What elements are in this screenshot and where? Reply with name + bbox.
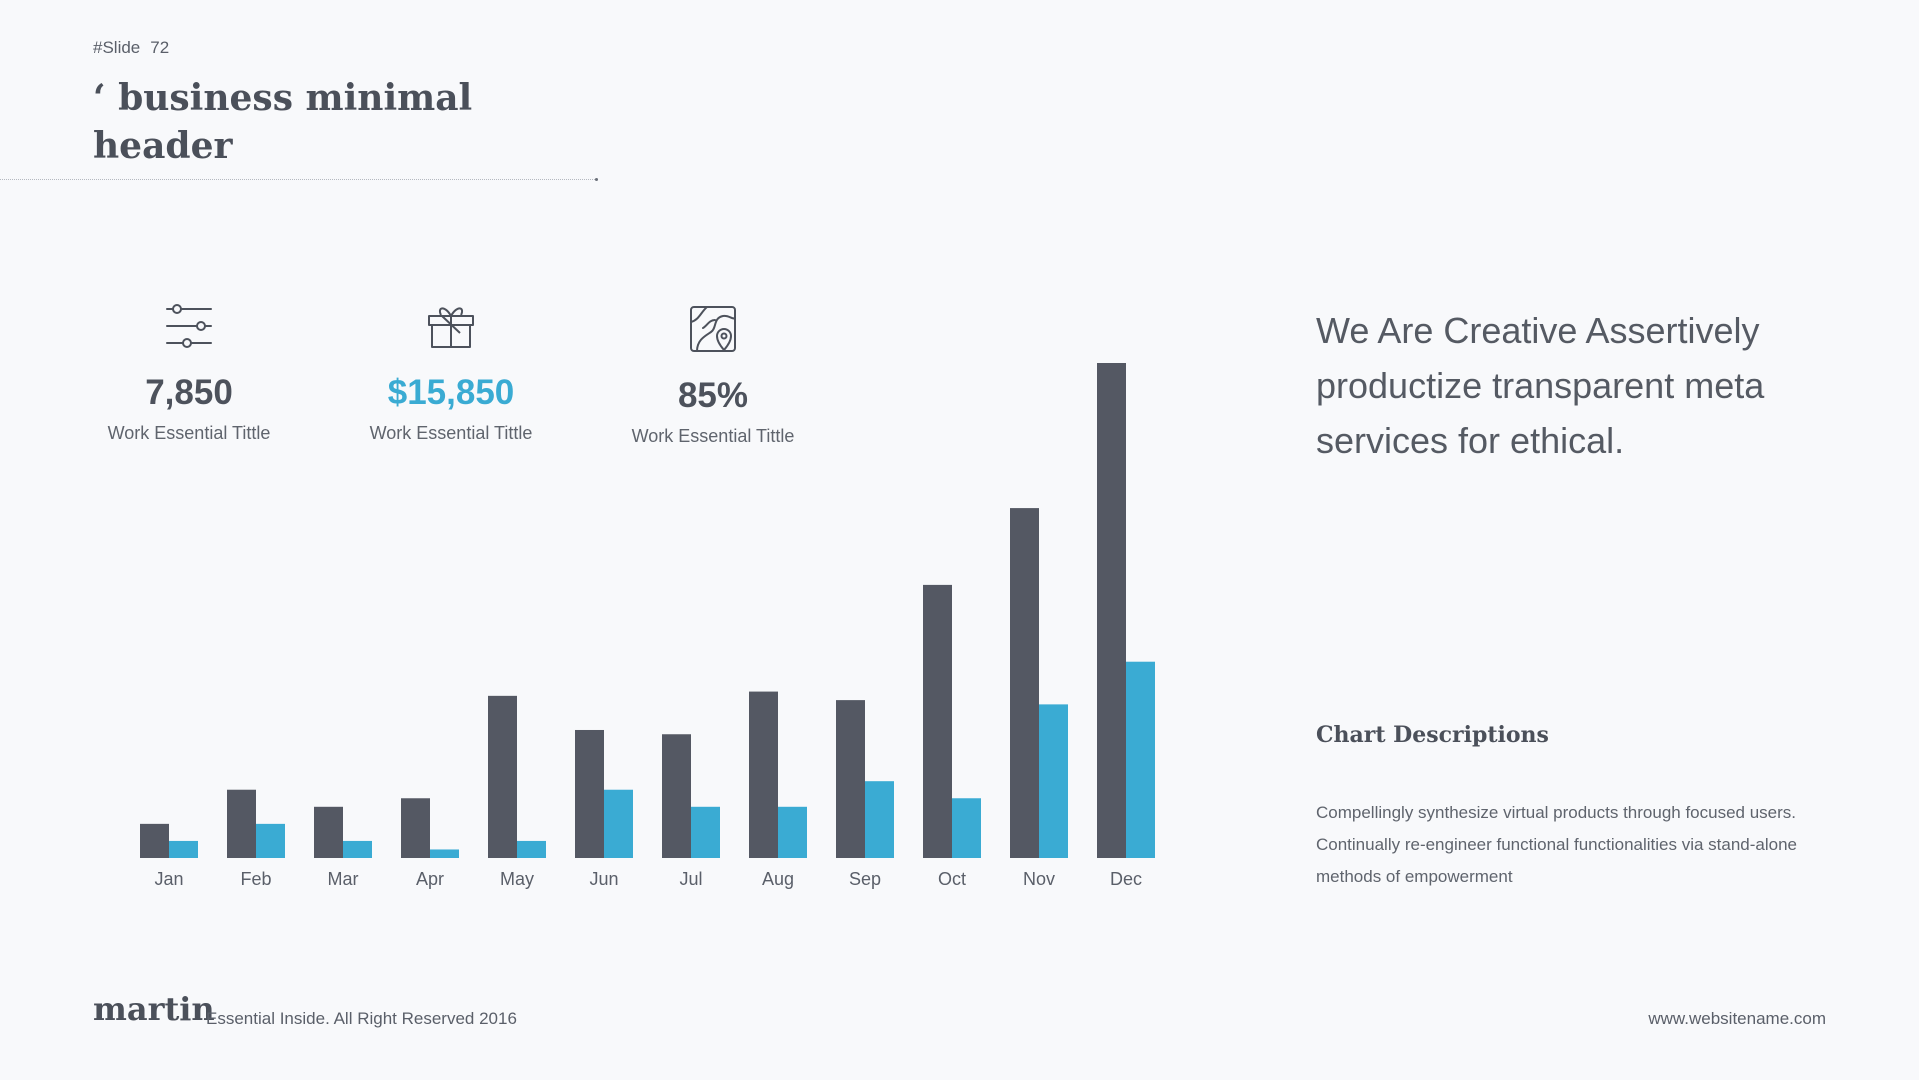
title-divider bbox=[0, 178, 598, 181]
x-tick-label-jun: Jun bbox=[589, 869, 618, 889]
stat-label-2: Work Essential Tittle bbox=[369, 423, 533, 443]
x-tick-label-apr: Apr bbox=[416, 869, 444, 889]
bar-may-series-1 bbox=[488, 695, 517, 858]
stat-value-2: $15,850 bbox=[387, 373, 515, 412]
bar-jan-series-2 bbox=[169, 840, 198, 858]
gift-icon bbox=[428, 307, 474, 348]
chart-description-title: Chart Descriptions bbox=[1316, 722, 1549, 748]
footer-brand: martin bbox=[93, 990, 215, 1028]
bar-sep-series-1 bbox=[836, 700, 865, 858]
x-tick-label-feb: Feb bbox=[240, 869, 271, 889]
bar-oct-series-2 bbox=[952, 798, 981, 858]
bar-aug-series-2 bbox=[778, 806, 807, 858]
stat-block-1: 7,850 Work Essential Tittle bbox=[58, 303, 320, 444]
stat-block-3: 85% Work Essential Tittle bbox=[582, 306, 844, 447]
bar-nov-series-2 bbox=[1039, 704, 1068, 858]
stat-value-1: 7,850 bbox=[145, 373, 233, 412]
x-tick-label-aug: Aug bbox=[762, 869, 794, 889]
bar-dec-series-1 bbox=[1097, 363, 1126, 858]
x-tick-label-may: May bbox=[500, 869, 534, 889]
bar-mar-series-1 bbox=[314, 806, 343, 858]
stat-label-3: Work Essential Tittle bbox=[631, 426, 795, 446]
footer-copyright: Essential Inside. All Right Reserved 201… bbox=[206, 1009, 517, 1028]
bar-sep-series-2 bbox=[865, 781, 894, 858]
bar-mar-series-2 bbox=[343, 840, 372, 858]
x-tick-label-jan: Jan bbox=[154, 869, 183, 889]
x-tick-label-jul: Jul bbox=[679, 869, 702, 889]
bar-may-series-2 bbox=[517, 840, 546, 858]
bar-oct-series-1 bbox=[923, 584, 952, 858]
bar-feb-series-2 bbox=[256, 823, 285, 858]
bar-jul-series-2 bbox=[691, 806, 720, 858]
footer-url[interactable]: www.websitename.com bbox=[1648, 1009, 1826, 1028]
chart-description-body: Compellingly synthesize virtual products… bbox=[1316, 803, 1798, 886]
x-tick-label-nov: Nov bbox=[1023, 869, 1055, 889]
bar-apr-series-2 bbox=[430, 849, 459, 858]
page-title: ‘ business minimal header bbox=[93, 77, 473, 167]
bar-nov-series-1 bbox=[1010, 508, 1039, 858]
bar-jun-series-2 bbox=[604, 789, 633, 858]
x-tick-label-oct: Oct bbox=[938, 869, 966, 889]
bar-jul-series-1 bbox=[662, 734, 691, 858]
sliders-icon bbox=[166, 304, 212, 348]
bar-dec-series-2 bbox=[1126, 661, 1155, 858]
x-tick-label-dec: Dec bbox=[1110, 869, 1142, 889]
bar-jan-series-1 bbox=[140, 823, 169, 858]
x-tick-label-sep: Sep bbox=[849, 869, 881, 889]
stat-value-3: 85% bbox=[677, 376, 749, 415]
bar-jun-series-1 bbox=[575, 729, 604, 858]
stat-block-2: $15,850 Work Essential Tittle bbox=[320, 303, 582, 444]
slide-label: #Slide 72 bbox=[93, 38, 169, 58]
right-heading: We Are Creative Assertively productize t… bbox=[1316, 310, 1765, 461]
bar-aug-series-1 bbox=[749, 691, 778, 858]
bar-apr-series-1 bbox=[401, 798, 430, 858]
x-tick-label-mar: Mar bbox=[328, 869, 359, 889]
stat-label-1: Work Essential Tittle bbox=[107, 423, 271, 443]
bar-feb-series-1 bbox=[227, 789, 256, 858]
slide-number: 72 bbox=[150, 38, 170, 57]
slide-label-text: #Slide bbox=[93, 38, 141, 57]
map-pin-icon bbox=[690, 306, 736, 352]
